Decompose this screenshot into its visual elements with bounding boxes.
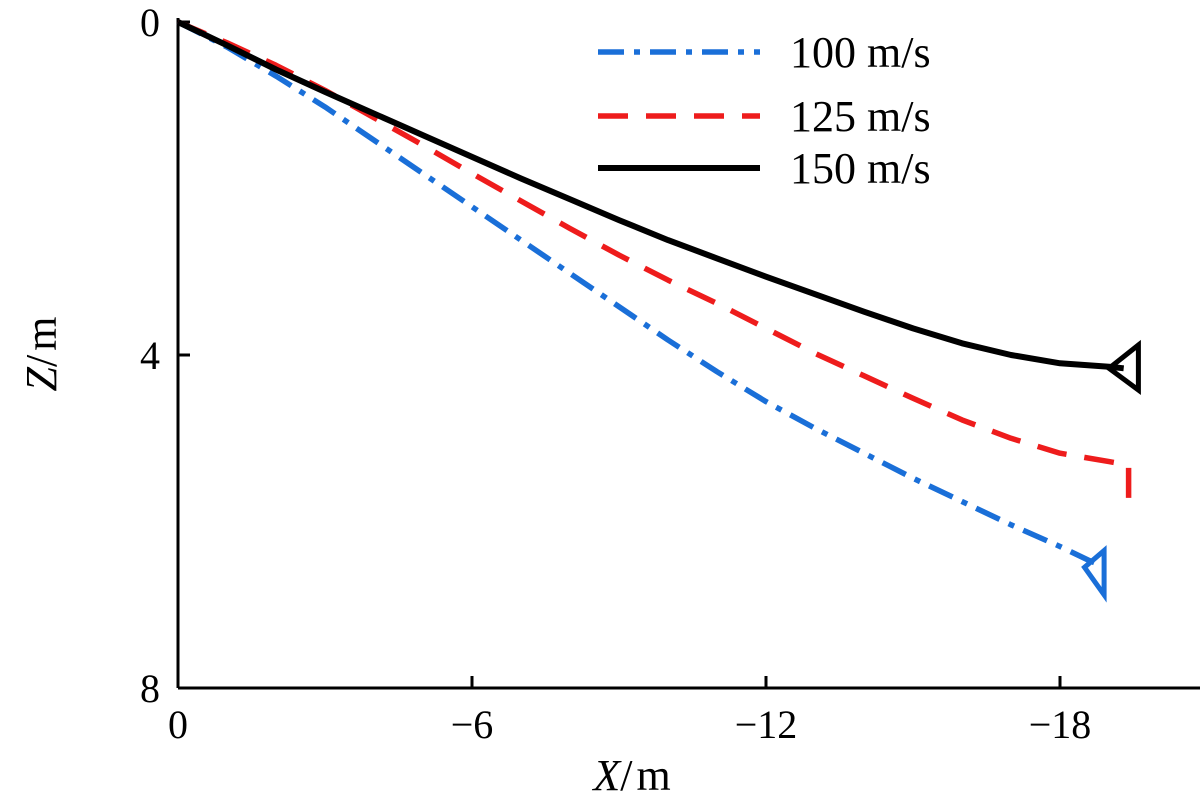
axes — [176, 18, 1200, 690]
x-tick-label: 0 — [168, 702, 188, 747]
end-markers — [1081, 339, 1141, 603]
y-tick-label: 8 — [140, 666, 160, 711]
x-tick-label: −6 — [451, 702, 494, 747]
x-tick-label: −18 — [1029, 702, 1092, 747]
y-axis-title: Z/m — [17, 317, 66, 392]
series-end-marker-1 — [1081, 545, 1107, 603]
tick-labels: 0 −6 −12 −18 0 4 8 — [140, 0, 1091, 747]
series-line-2 — [176, 19, 1132, 499]
series-end-marker-3 — [1104, 339, 1141, 395]
legend-label-1: 100 m/s — [790, 28, 931, 77]
x-tick-label: −12 — [735, 702, 798, 747]
series-line-3 — [176, 19, 1125, 372]
y-tick-label: 0 — [140, 0, 160, 45]
legend-label-3: 150 m/s — [790, 144, 931, 193]
y-tick-label: 4 — [140, 333, 160, 378]
legend-label-2: 125 m/s — [790, 92, 931, 141]
x-axis-title: X/m — [591, 751, 670, 800]
series-line-1 — [176, 19, 1106, 570]
series-layer — [176, 19, 1132, 570]
